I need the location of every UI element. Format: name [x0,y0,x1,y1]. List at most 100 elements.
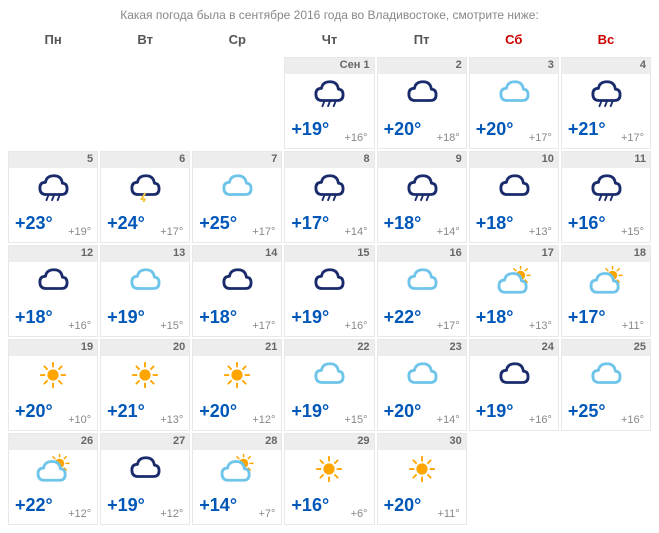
date-tab: 23 [378,340,466,356]
cloud-dark-icon [219,266,255,296]
high-temp: +19° [476,401,514,422]
day-cell[interactable]: 18 +17° +11° [561,245,651,337]
day-cell[interactable]: 3+20°+17° [469,57,559,149]
low-temp: +16° [345,320,368,332]
high-temp: +22° [384,307,422,328]
cloud-light-icon [404,266,440,296]
low-temp: +18° [437,132,460,144]
date-tab: 12 [9,246,97,262]
cloud-dark-icon [35,266,71,296]
day-header: Пт [377,28,467,55]
date-tab: 24 [470,340,558,356]
sunny-icon [219,360,255,390]
date-tab: 9 [378,152,466,168]
low-temp: +12° [160,508,183,520]
high-temp: +20° [384,119,422,140]
high-temp: +25° [568,401,606,422]
day-header: Вс [561,28,651,55]
day-cell[interactable]: 28+14°+7° [192,433,282,525]
low-temp: +15° [345,414,368,426]
day-cell[interactable]: 26+22°+12° [8,433,98,525]
high-temp: +25° [199,213,237,234]
storm-dark-icon [127,172,163,202]
day-cell[interactable]: 9 +18° +14° [377,151,467,243]
day-cell[interactable]: 5+23°+19° [8,151,98,243]
date-tab: 25 [562,340,650,356]
low-temp: +17° [437,320,460,332]
day-cell[interactable]: 14+18°+17° [192,245,282,337]
low-temp: +16° [345,132,368,144]
day-cell[interactable]: 22+19°+15° [284,339,374,431]
day-cell[interactable]: 4+21°+17° [561,57,651,149]
day-cell[interactable]: 24 +19° +16° [469,339,559,431]
rain-dark-icon [35,172,71,202]
high-temp: +23° [15,213,53,234]
high-temp: +18° [476,307,514,328]
day-cell[interactable]: 11+16°+15° [561,151,651,243]
date-tab: 10 [470,152,558,168]
low-temp: +6° [351,508,368,520]
date-tab: 13 [101,246,189,262]
date-tab: Сен 1 [285,58,373,74]
date-tab: 18 [562,246,650,262]
high-temp: +18° [199,307,237,328]
day-cell[interactable]: 6+24°+17° [100,151,190,243]
low-temp: +16° [529,414,552,426]
low-temp: +17° [621,132,644,144]
empty-cell [100,57,190,149]
day-cell[interactable]: 30+20°+11° [377,433,467,525]
cloud-light-icon [219,172,255,202]
low-temp: +14° [437,414,460,426]
day-cell[interactable]: Сен 1 +19° +16° [284,57,374,149]
cloud-dark-icon [496,360,532,390]
cloud-light-icon [127,266,163,296]
day-cell[interactable]: 17+18°+13° [469,245,559,337]
day-cell[interactable]: 20+21°+13° [100,339,190,431]
high-temp: +16° [568,213,606,234]
day-cell[interactable]: 2+20°+18° [377,57,467,149]
date-tab: 8 [285,152,373,168]
day-cell[interactable]: 15+19°+16° [284,245,374,337]
low-temp: +17° [252,226,275,238]
date-tab: 14 [193,246,281,262]
high-temp: +18° [384,213,422,234]
low-temp: +17° [529,132,552,144]
day-cell[interactable]: 19+20°+10° [8,339,98,431]
low-temp: +13° [529,226,552,238]
sunny-icon [127,360,163,390]
high-temp: +18° [15,307,53,328]
high-temp: +19° [291,119,329,140]
day-cell[interactable]: 29+16°+6° [284,433,374,525]
low-temp: +11° [622,320,644,332]
weather-calendar: ПнВтСрЧтПтСбВсСен 1+19°+16°2+20°+18°3+20… [8,28,651,525]
low-temp: +11° [437,508,459,520]
cloud-light-icon [311,360,347,390]
rain-dark-icon [588,172,624,202]
day-cell[interactable]: 23+20°+14° [377,339,467,431]
day-cell[interactable]: 16 +22° +17° [377,245,467,337]
cloud-light-icon [404,360,440,390]
date-tab: 27 [101,434,189,450]
day-cell[interactable]: 7+25°+17° [192,151,282,243]
high-temp: +17° [568,307,606,328]
cloud-dark-icon [311,266,347,296]
day-cell[interactable]: 21+20°+12° [192,339,282,431]
date-tab: 16 [378,246,466,262]
high-temp: +21° [107,401,145,422]
date-tab: 20 [101,340,189,356]
day-cell[interactable]: 8+17°+14° [284,151,374,243]
part-sunny-light-icon [35,454,71,484]
day-cell[interactable]: 25 +25° +16° [561,339,651,431]
day-cell[interactable]: 27+19°+12° [100,433,190,525]
low-temp: +16° [621,414,644,426]
day-cell[interactable]: 10+18°+13° [469,151,559,243]
low-temp: +14° [437,226,460,238]
day-cell[interactable]: 13+19°+15° [100,245,190,337]
low-temp: +17° [160,226,183,238]
low-temp: +14° [345,226,368,238]
low-temp: +7° [258,508,275,520]
rain-dark-icon [311,172,347,202]
date-tab: 19 [9,340,97,356]
date-tab: 22 [285,340,373,356]
day-cell[interactable]: 12+18°+16° [8,245,98,337]
